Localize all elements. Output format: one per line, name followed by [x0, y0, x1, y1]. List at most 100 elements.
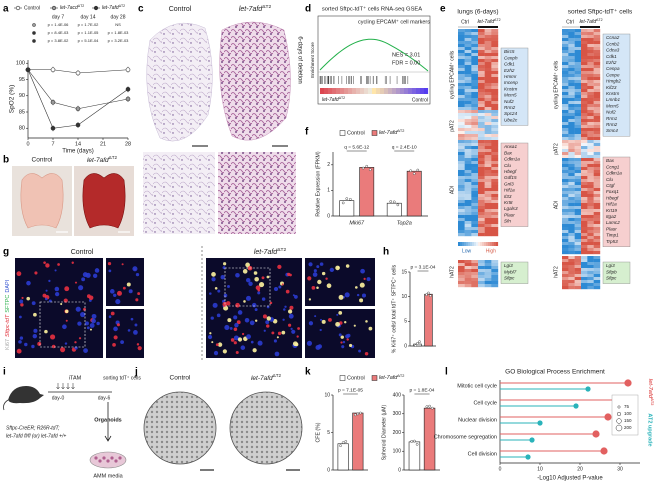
heatmap-cell: [458, 281, 465, 285]
panel-letter: l: [445, 367, 448, 378]
heatmap-cell: [484, 281, 492, 285]
heatmap-cell: [568, 206, 575, 210]
heatmap-cell: [581, 212, 588, 216]
heatmap-cell: [581, 185, 588, 189]
legend-symbol: [51, 5, 57, 11]
stat-label: q = 2.4E-10: [392, 144, 417, 150]
heatmap-cell: [464, 152, 472, 156]
heatmap-cell: [593, 110, 601, 114]
heatmap-cell: [574, 41, 582, 45]
heatmap-cell: [478, 119, 485, 123]
heatmap-cell: [562, 131, 569, 135]
heatmap-cell: [478, 230, 485, 234]
heatmap-cell: [581, 101, 588, 105]
heatmap-cell: [593, 95, 601, 99]
cell-signal: [261, 276, 265, 280]
cell-signal: [224, 324, 230, 331]
heatmap-cell: [581, 125, 588, 129]
heatmap-cell: [568, 245, 575, 249]
cell-signal: [242, 269, 248, 274]
heatmap-cell: [458, 221, 465, 225]
heatmap-cell: [568, 65, 575, 69]
cell-signal: [265, 320, 270, 325]
image-label: let-7afdΔT2: [254, 247, 287, 256]
heatmap-cell: [587, 158, 594, 162]
heatmap-cell: [491, 164, 499, 168]
color-scale: [464, 242, 467, 246]
series-label: let-7afdΔT2: [647, 379, 654, 406]
heatmap-cell: [581, 277, 588, 281]
heatmap-cell: [593, 256, 601, 260]
cell-signal: [137, 292, 141, 296]
cell-signal: [37, 341, 42, 346]
heatmap-cell: [484, 122, 492, 126]
heatmap-cell: [593, 134, 601, 138]
heatmap-cell: [491, 170, 499, 174]
heatmap-cell: [574, 259, 582, 263]
heatmap-cell: [581, 194, 588, 198]
heatmap-cell: [471, 269, 479, 273]
heatmap-cell: [587, 194, 594, 198]
heatmap-cell: [562, 86, 569, 90]
organoid-well: [143, 391, 217, 465]
heatmap-cell: [491, 56, 499, 60]
heatmap-cell: [574, 179, 582, 183]
heatmap-cell: [568, 89, 575, 93]
heatmap-cell: [471, 29, 479, 33]
gene-box: [500, 261, 529, 284]
cell-signal: [215, 343, 219, 347]
heatmap-cell: [491, 194, 499, 198]
rank-gradient: [360, 88, 365, 94]
heatmap-cell: [478, 62, 485, 66]
heatmap-cell: [491, 176, 499, 180]
heatmap-cell: [471, 179, 479, 183]
schematic-label: Organoids: [94, 417, 122, 423]
gene-label: Ezh2: [504, 68, 515, 73]
heatmap-cell: [562, 89, 569, 93]
heatmap-cell: [574, 230, 582, 234]
image-label: Control: [71, 249, 94, 256]
cell-signal: [65, 319, 68, 322]
heatmap-cell: [464, 83, 472, 87]
heatmap-cell: [581, 149, 588, 153]
heatmap-cell: [587, 125, 594, 129]
heatmap-cell: [491, 149, 499, 153]
cell-signal: [44, 329, 48, 334]
rank-gradient: [372, 88, 377, 94]
heatmap-cell: [471, 233, 479, 237]
organoid-icon: [110, 456, 114, 460]
cell-signal: [81, 277, 86, 282]
heatmap-cell: [478, 77, 485, 81]
heatmap-cell: [587, 251, 594, 255]
heatmap-cell: [587, 268, 594, 272]
gene-label: Cdca3: [606, 48, 620, 53]
rank-gradient: [320, 88, 325, 94]
cell-signal: [290, 327, 293, 330]
cell-signal: [289, 273, 292, 277]
heatmap-cell: [568, 32, 575, 36]
gene-label: Mcm5: [606, 103, 619, 108]
histology-image: [143, 152, 215, 234]
cell-signal: [135, 272, 140, 277]
heatmap-cell: [587, 197, 594, 201]
cell-signal: [257, 291, 261, 295]
heatmap-cell: [581, 170, 588, 174]
heatmap-cell: [471, 86, 479, 90]
cell-signal: [136, 343, 140, 346]
heatmap-cell: [464, 104, 472, 108]
stat-label: q = 5.6E-12: [344, 144, 369, 150]
heatmap-cell: [581, 221, 588, 225]
heatmap-cell: [568, 161, 575, 165]
heatmap-cell: [593, 233, 601, 237]
heatmap-cell: [491, 224, 499, 228]
heatmap-cell: [484, 50, 492, 54]
heatmap-cell: [491, 260, 499, 264]
heatmap-cell: [562, 182, 569, 186]
heatmap-cell: [458, 230, 465, 234]
heatmap-cell: [484, 119, 492, 123]
heatmap-cell: [478, 182, 485, 186]
heatmap-cell: [478, 209, 485, 213]
heatmap-cell: [562, 277, 569, 281]
heatmap-cell: [478, 53, 485, 57]
cell-signal: [338, 333, 342, 337]
